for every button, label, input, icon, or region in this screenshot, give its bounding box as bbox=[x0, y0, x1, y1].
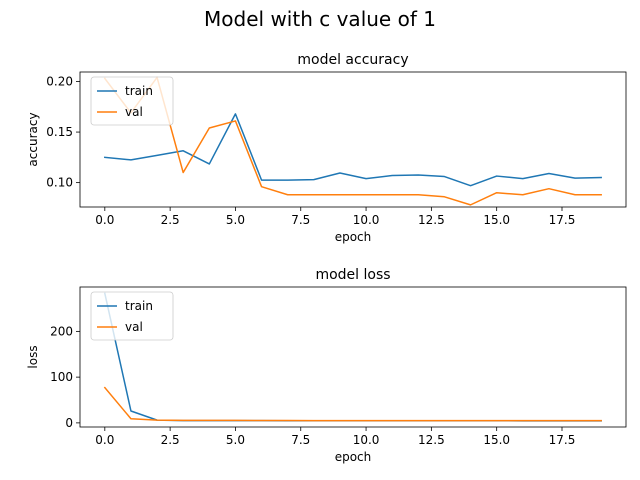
chart-2-ytick-label: 0 bbox=[65, 416, 73, 430]
axes-group: model accuracy 0.0 2.5 5.0 7.5 10.0 12.5 15.0 17… bbox=[26, 52, 627, 464]
chart-2-legend: train val bbox=[90, 291, 174, 341]
chart-2-xtick-label: 0.0 bbox=[95, 433, 114, 447]
chart-2-xtick-label: 2.5 bbox=[161, 433, 180, 447]
chart-1-xtick-label: 7.5 bbox=[291, 213, 310, 227]
chart-1-xtick-label: 15.0 bbox=[483, 213, 510, 227]
chart-1-axes: model accuracy 0.0 2.5 5.0 7.5 10.0 12.5 15.0 17… bbox=[26, 52, 627, 244]
chart-2-title: model loss bbox=[315, 267, 390, 283]
chart-2-legend-label-val: val bbox=[125, 320, 143, 334]
chart-1-legend-label-val: val bbox=[125, 105, 143, 119]
chart-1-xtick-label: 17.5 bbox=[549, 213, 576, 227]
chart-2-xtick-label: 10.0 bbox=[353, 433, 380, 447]
chart-1-legend: train val bbox=[90, 76, 174, 126]
chart-1-series-train-line bbox=[104, 113, 602, 187]
chart-1-xtick-label: 5.0 bbox=[226, 213, 245, 227]
chart-1-frame bbox=[79, 71, 627, 208]
chart-1-ytick-label: 0.10 bbox=[46, 176, 73, 190]
chart-1-ylabel: accuracy bbox=[26, 112, 40, 166]
chart-1-xtick-label: 10.0 bbox=[353, 213, 380, 227]
chart-1-xtick-label: 12.5 bbox=[418, 213, 445, 227]
chart-2-xtick-label: 5.0 bbox=[226, 433, 245, 447]
chart-1-legend-box bbox=[90, 76, 174, 126]
chart-2-ytick-label: 100 bbox=[50, 370, 73, 384]
chart-1-series-val-line bbox=[103, 76, 602, 206]
chart-1-legend-label-train: train bbox=[125, 84, 153, 98]
chart-2-xlabel: epoch bbox=[335, 450, 372, 464]
chart-2-ytick-label: 200 bbox=[50, 324, 73, 338]
chart-1-xtick-label: 0.0 bbox=[95, 213, 114, 227]
chart-2-series-train-line bbox=[103, 292, 602, 422]
chart-2-xtick-label: 15.0 bbox=[483, 433, 510, 447]
chart-2-legend-box bbox=[90, 291, 174, 341]
figure-title: Model with c value of 1 bbox=[204, 7, 436, 31]
chart-1-title: model accuracy bbox=[297, 52, 408, 68]
chart-2-xtick-label: 12.5 bbox=[418, 433, 445, 447]
chart-2-xtick-label: 17.5 bbox=[549, 433, 576, 447]
chart-2-frame bbox=[79, 286, 627, 428]
chart-1-xlabel: epoch bbox=[335, 230, 372, 244]
chart-1-ytick-label: 0.20 bbox=[46, 75, 73, 89]
chart-2-ylabel: loss bbox=[26, 345, 40, 368]
chart-2-series-val-line bbox=[103, 386, 602, 422]
chart-1-ytick-label: 0.15 bbox=[46, 125, 73, 139]
chart-2-axes: model loss 0.0 2.5 5.0 7.5 10.0 12.5 15.0 17.5 0 1… bbox=[26, 267, 627, 464]
chart-1-xtick-label: 2.5 bbox=[161, 213, 180, 227]
chart-2-legend-label-train: train bbox=[125, 299, 153, 313]
chart-2-xtick-label: 7.5 bbox=[291, 433, 310, 447]
